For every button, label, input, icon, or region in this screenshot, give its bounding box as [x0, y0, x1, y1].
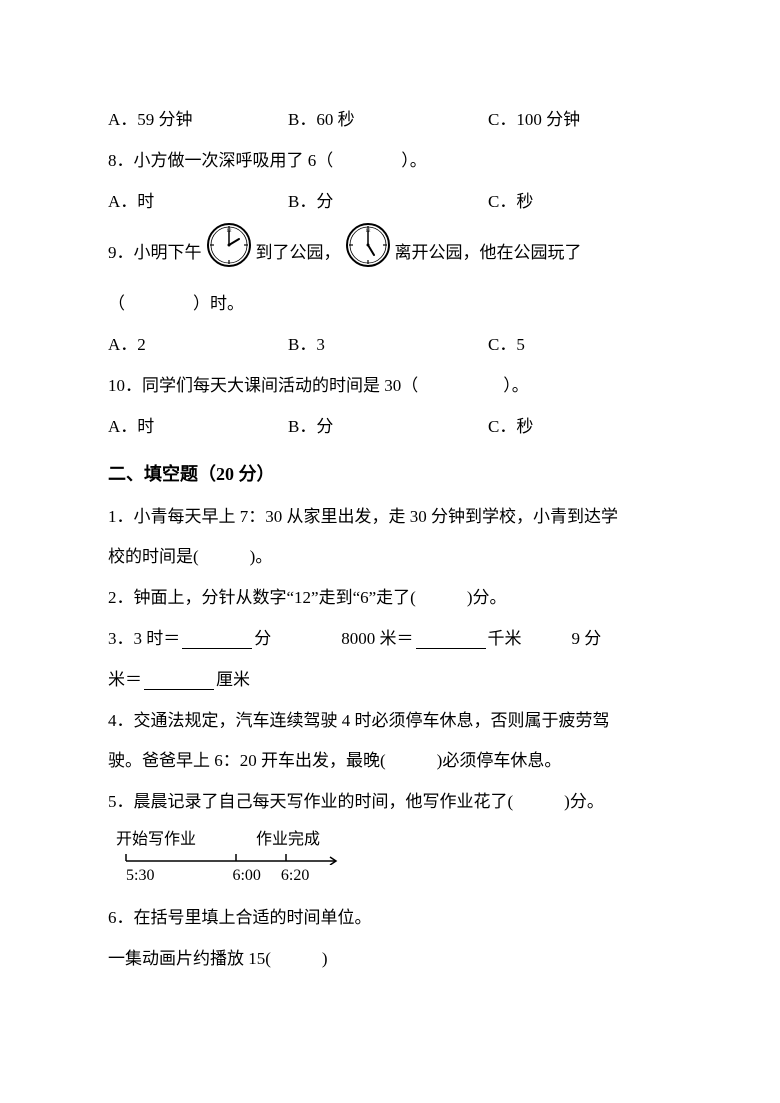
f4-line1: 4．交通法规定，汽车连续驾驶 4 时必须停车休息，否则属于疲劳驾 [108, 701, 680, 742]
blank-underline [182, 630, 252, 650]
q9-text-mid: 到了公园， [256, 233, 341, 274]
timeline-time-2: 6:00 [232, 865, 260, 887]
blank-underline [144, 670, 214, 690]
q10-stem: 10．同学们每天大课间活动的时间是 30（ ）。 [108, 366, 680, 407]
f3-part1a: 3．3 时＝ [108, 619, 180, 660]
q9-text-pre: 9．小明下午 [108, 233, 202, 274]
q7-options: A．59 分钟 B．60 秒 C．100 分钟 [108, 100, 680, 141]
f3-line2a: 米＝ [108, 660, 142, 701]
q8-option-c: C．秒 [488, 182, 533, 223]
blank-underline [416, 630, 486, 650]
f3-part1b: 分 [254, 619, 271, 660]
q7-option-b: B．60 秒 [288, 100, 488, 141]
f3-line2b: 厘米 [216, 660, 250, 701]
f3-part2a: 8000 米＝ [341, 619, 413, 660]
q10-option-a: A．时 [108, 407, 288, 448]
q9-stem-line1: 9．小明下午 12 到了公园， [108, 222, 680, 284]
f4-line2: 驶。爸爸早上 6：20 开车出发，最晚( )必须停车休息。 [108, 741, 680, 782]
q9-options: A．2 B．3 C．5 [108, 325, 680, 366]
clock-icon-2pm: 12 [206, 222, 252, 284]
q8-option-a: A．时 [108, 182, 288, 223]
q10-options: A．时 B．分 C．秒 [108, 407, 680, 448]
f1-line2: 校的时间是( )。 [108, 537, 680, 578]
timeline-label-end: 作业完成 [256, 829, 320, 851]
q7-option-c: C．100 分钟 [488, 100, 580, 141]
timeline-axis [116, 851, 346, 865]
f3-part3a: 9 分 [572, 619, 602, 660]
q9-stem-line2: （ ）时。 [108, 284, 680, 325]
worksheet-page: A．59 分钟 B．60 秒 C．100 分钟 8．小方做一次深呼吸用了 6（ … [0, 0, 780, 1039]
timeline-label-start: 开始写作业 [116, 829, 196, 851]
q8-stem: 8．小方做一次深呼吸用了 6（ ）。 [108, 141, 680, 182]
q8-option-b: B．分 [288, 182, 488, 223]
f5-text: 5．晨晨记录了自己每天写作业的时间，他写作业花了( )分。 [108, 782, 680, 823]
q9-text-post: 离开公园，他在公园玩了 [395, 233, 582, 274]
q9-option-a: A．2 [108, 325, 288, 366]
timeline-time-1: 5:30 [126, 865, 154, 887]
q9-option-c: C．5 [488, 325, 525, 366]
f1-line1: 1．小青每天早上 7：30 从家里出发，走 30 分钟到学校，小青到达学 [108, 497, 680, 538]
f5-timeline: 开始写作业 作业完成 5:30 6:00 6:20 [116, 829, 680, 888]
clock-icon-5pm: 12 [345, 222, 391, 284]
timeline-bottom-labels: 5:30 6:00 6:20 [116, 865, 680, 887]
f6-text: 6．在括号里填上合适的时间单位。 [108, 898, 680, 939]
f2-text: 2．钟面上，分针从数字“12”走到“6”走了( )分。 [108, 578, 680, 619]
section-2-title: 二、填空题（20 分） [108, 453, 680, 496]
q9-option-b: B．3 [288, 325, 488, 366]
timeline-time-3: 6:20 [281, 865, 309, 887]
q10-option-c: C．秒 [488, 407, 533, 448]
timeline-top-labels: 开始写作业 作业完成 [116, 829, 680, 851]
f3-line2: 米＝ 厘米 [108, 660, 680, 701]
f6-line2: 一集动画片约播放 15( ) [108, 939, 680, 980]
f3-line1: 3．3 时＝ 分 8000 米＝ 千米 9 分 [108, 619, 680, 660]
f3-part2b: 千米 [488, 619, 522, 660]
q7-option-a: A．59 分钟 [108, 100, 288, 141]
q10-option-b: B．分 [288, 407, 488, 448]
q8-options: A．时 B．分 C．秒 [108, 182, 680, 223]
